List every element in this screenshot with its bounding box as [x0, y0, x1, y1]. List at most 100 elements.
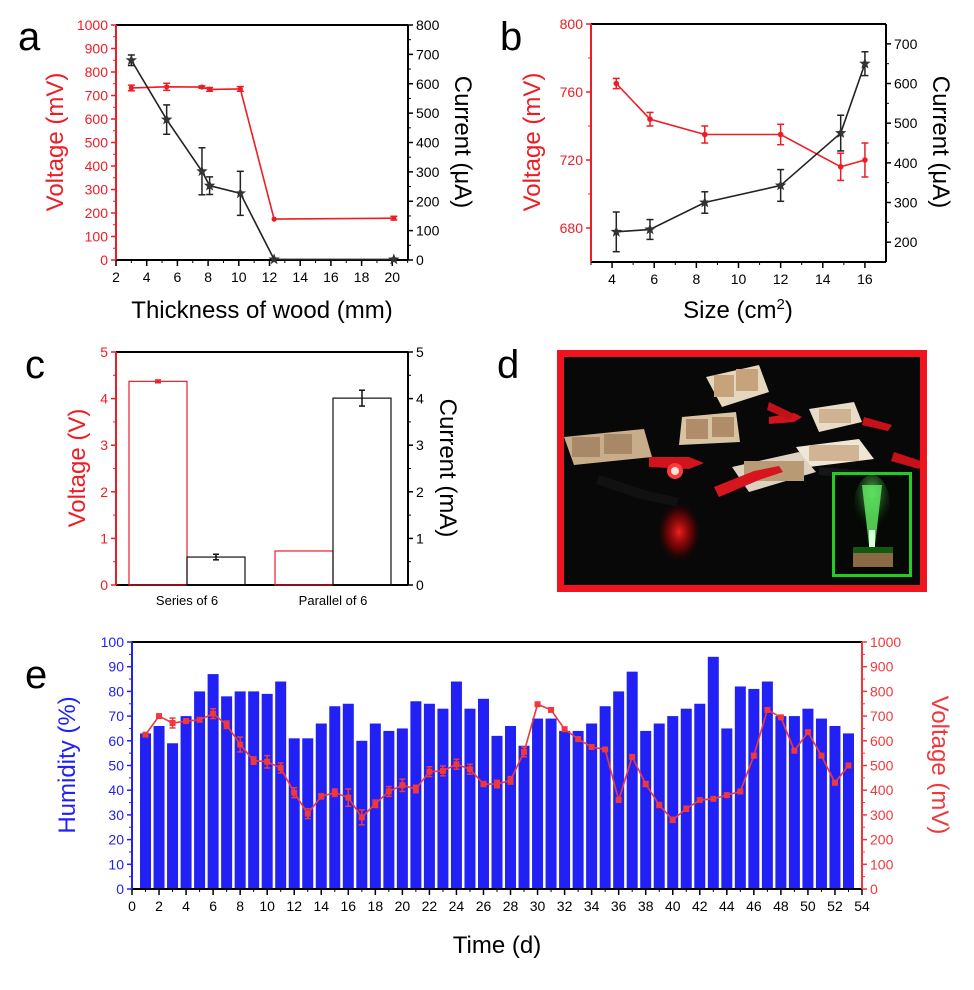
- photo-led-demo: [557, 350, 927, 592]
- data-point-voltage: [534, 701, 541, 708]
- wood-device: [809, 402, 862, 432]
- panel-letter-d: d: [497, 343, 519, 387]
- y-tick-label: 80: [108, 683, 124, 699]
- x-tick-label: 14: [313, 898, 329, 914]
- y2-tick-label: 700: [416, 46, 440, 62]
- y2-tick-label: 5: [416, 344, 424, 360]
- data-point-voltage: [507, 777, 514, 784]
- bar-humidity: [599, 706, 611, 889]
- alligator-clip: [769, 413, 802, 424]
- data-point-voltage: [277, 764, 284, 771]
- x-tick-label: 22: [422, 898, 438, 914]
- y-tick-label: 1: [100, 530, 108, 546]
- x-tick-label: 26: [476, 898, 492, 914]
- x-tick-label: 16: [341, 898, 357, 914]
- data-point-voltage: [439, 767, 446, 774]
- data-point-voltage: [656, 802, 663, 809]
- y-tick-label: 0: [100, 252, 108, 268]
- bar-humidity: [450, 681, 462, 889]
- y-tick-label: 400: [85, 158, 109, 174]
- data-point-voltage: [372, 800, 379, 807]
- data-point-voltage: [237, 86, 243, 92]
- x-tick-label: 38: [638, 898, 654, 914]
- bar-humidity: [329, 706, 341, 889]
- y2-tick-label: 300: [894, 195, 918, 211]
- y2-tick-label: 1000: [870, 634, 901, 650]
- bar-humidity: [153, 725, 165, 889]
- data-point-voltage: [169, 720, 176, 727]
- x-tick-label: 48: [773, 898, 789, 914]
- x-tick-label: 34: [584, 898, 600, 914]
- chart-e: 0 2 4 6 8 10 12 14 16 18 20 22 24 26 28 30 32 34 36 38 40 42 4…: [54, 634, 953, 959]
- data-point-voltage: [777, 131, 784, 138]
- alligator-clip: [649, 457, 704, 469]
- bar-humidity: [626, 671, 638, 889]
- alligator-clip: [767, 402, 794, 420]
- data-point-voltage: [210, 710, 217, 717]
- data-point-current: [160, 113, 173, 125]
- y-tick-label: 700: [85, 88, 109, 104]
- y-tick-label: 30: [108, 807, 124, 823]
- data-point-voltage: [250, 757, 257, 764]
- y2-tick-label: 600: [870, 733, 894, 749]
- y-tick-label: 5: [100, 344, 108, 360]
- bar-voltage: [128, 380, 188, 586]
- wood-device: [679, 412, 740, 445]
- data-point-voltage: [750, 752, 757, 759]
- x-tick-label: 46: [746, 898, 762, 914]
- x-axis-title-end: ): [785, 297, 793, 324]
- bar-humidity: [207, 674, 219, 889]
- x-tick-label: 6: [174, 269, 182, 285]
- data-point-current: [644, 223, 656, 235]
- bar-humidity: [694, 703, 706, 889]
- x-tick-label: 2: [155, 898, 163, 914]
- y2-tick-label: 800: [416, 17, 440, 33]
- data-point-voltage: [207, 86, 213, 92]
- bar-current: [186, 556, 246, 586]
- y-tick-label: 300: [85, 182, 109, 198]
- y-tick-label: 2: [100, 484, 108, 500]
- y-tick-label: 800: [85, 64, 109, 80]
- y-tick-label: 3: [100, 437, 108, 453]
- alligator-clip: [596, 475, 679, 506]
- bar-humidity: [261, 693, 273, 889]
- y2-tick-label: 400: [416, 135, 440, 151]
- x-axis-title: Thickness of wood (mm): [131, 297, 392, 324]
- data-point-voltage: [412, 785, 419, 792]
- y-tick-label: 90: [108, 659, 124, 675]
- x-tick-label: 30: [530, 898, 546, 914]
- alligator-clip: [714, 466, 783, 497]
- y-tick-label: 40: [108, 782, 124, 798]
- x-tick-label: 16: [323, 269, 339, 285]
- data-point-current: [268, 253, 280, 265]
- y2-tick-label: 400: [894, 155, 918, 171]
- bar-humidity: [167, 743, 179, 889]
- x-category-label: Series of 6: [156, 593, 218, 608]
- y-tick-label: 800: [560, 16, 584, 32]
- data-point-voltage: [669, 816, 676, 823]
- data-point-voltage: [156, 713, 163, 720]
- data-point-current: [388, 253, 400, 265]
- y-tick-label: 100: [85, 229, 109, 245]
- x-tick-label: 6: [650, 271, 658, 287]
- data-point-voltage: [602, 746, 609, 753]
- bar-humidity: [410, 701, 422, 889]
- bar-humidity: [802, 708, 814, 889]
- panel-letter-b: b: [500, 15, 522, 59]
- data-point-voltage: [723, 792, 730, 799]
- data-point-voltage: [271, 216, 277, 222]
- x-axis-title: Time (d): [453, 932, 541, 959]
- y-tick-label: 200: [85, 205, 109, 221]
- x-tick-label: 44: [719, 898, 735, 914]
- data-point-voltage: [561, 726, 568, 733]
- data-point-current: [203, 179, 216, 191]
- data-point-voltage: [710, 795, 717, 802]
- x-tick-label: 4: [143, 269, 151, 285]
- data-point-voltage: [837, 164, 844, 170]
- bar-humidity: [815, 718, 827, 889]
- x-tick-label: 20: [395, 898, 411, 914]
- bar-humidity: [721, 728, 733, 889]
- x-tick-label: 10: [259, 898, 275, 914]
- wood-device: [564, 429, 652, 465]
